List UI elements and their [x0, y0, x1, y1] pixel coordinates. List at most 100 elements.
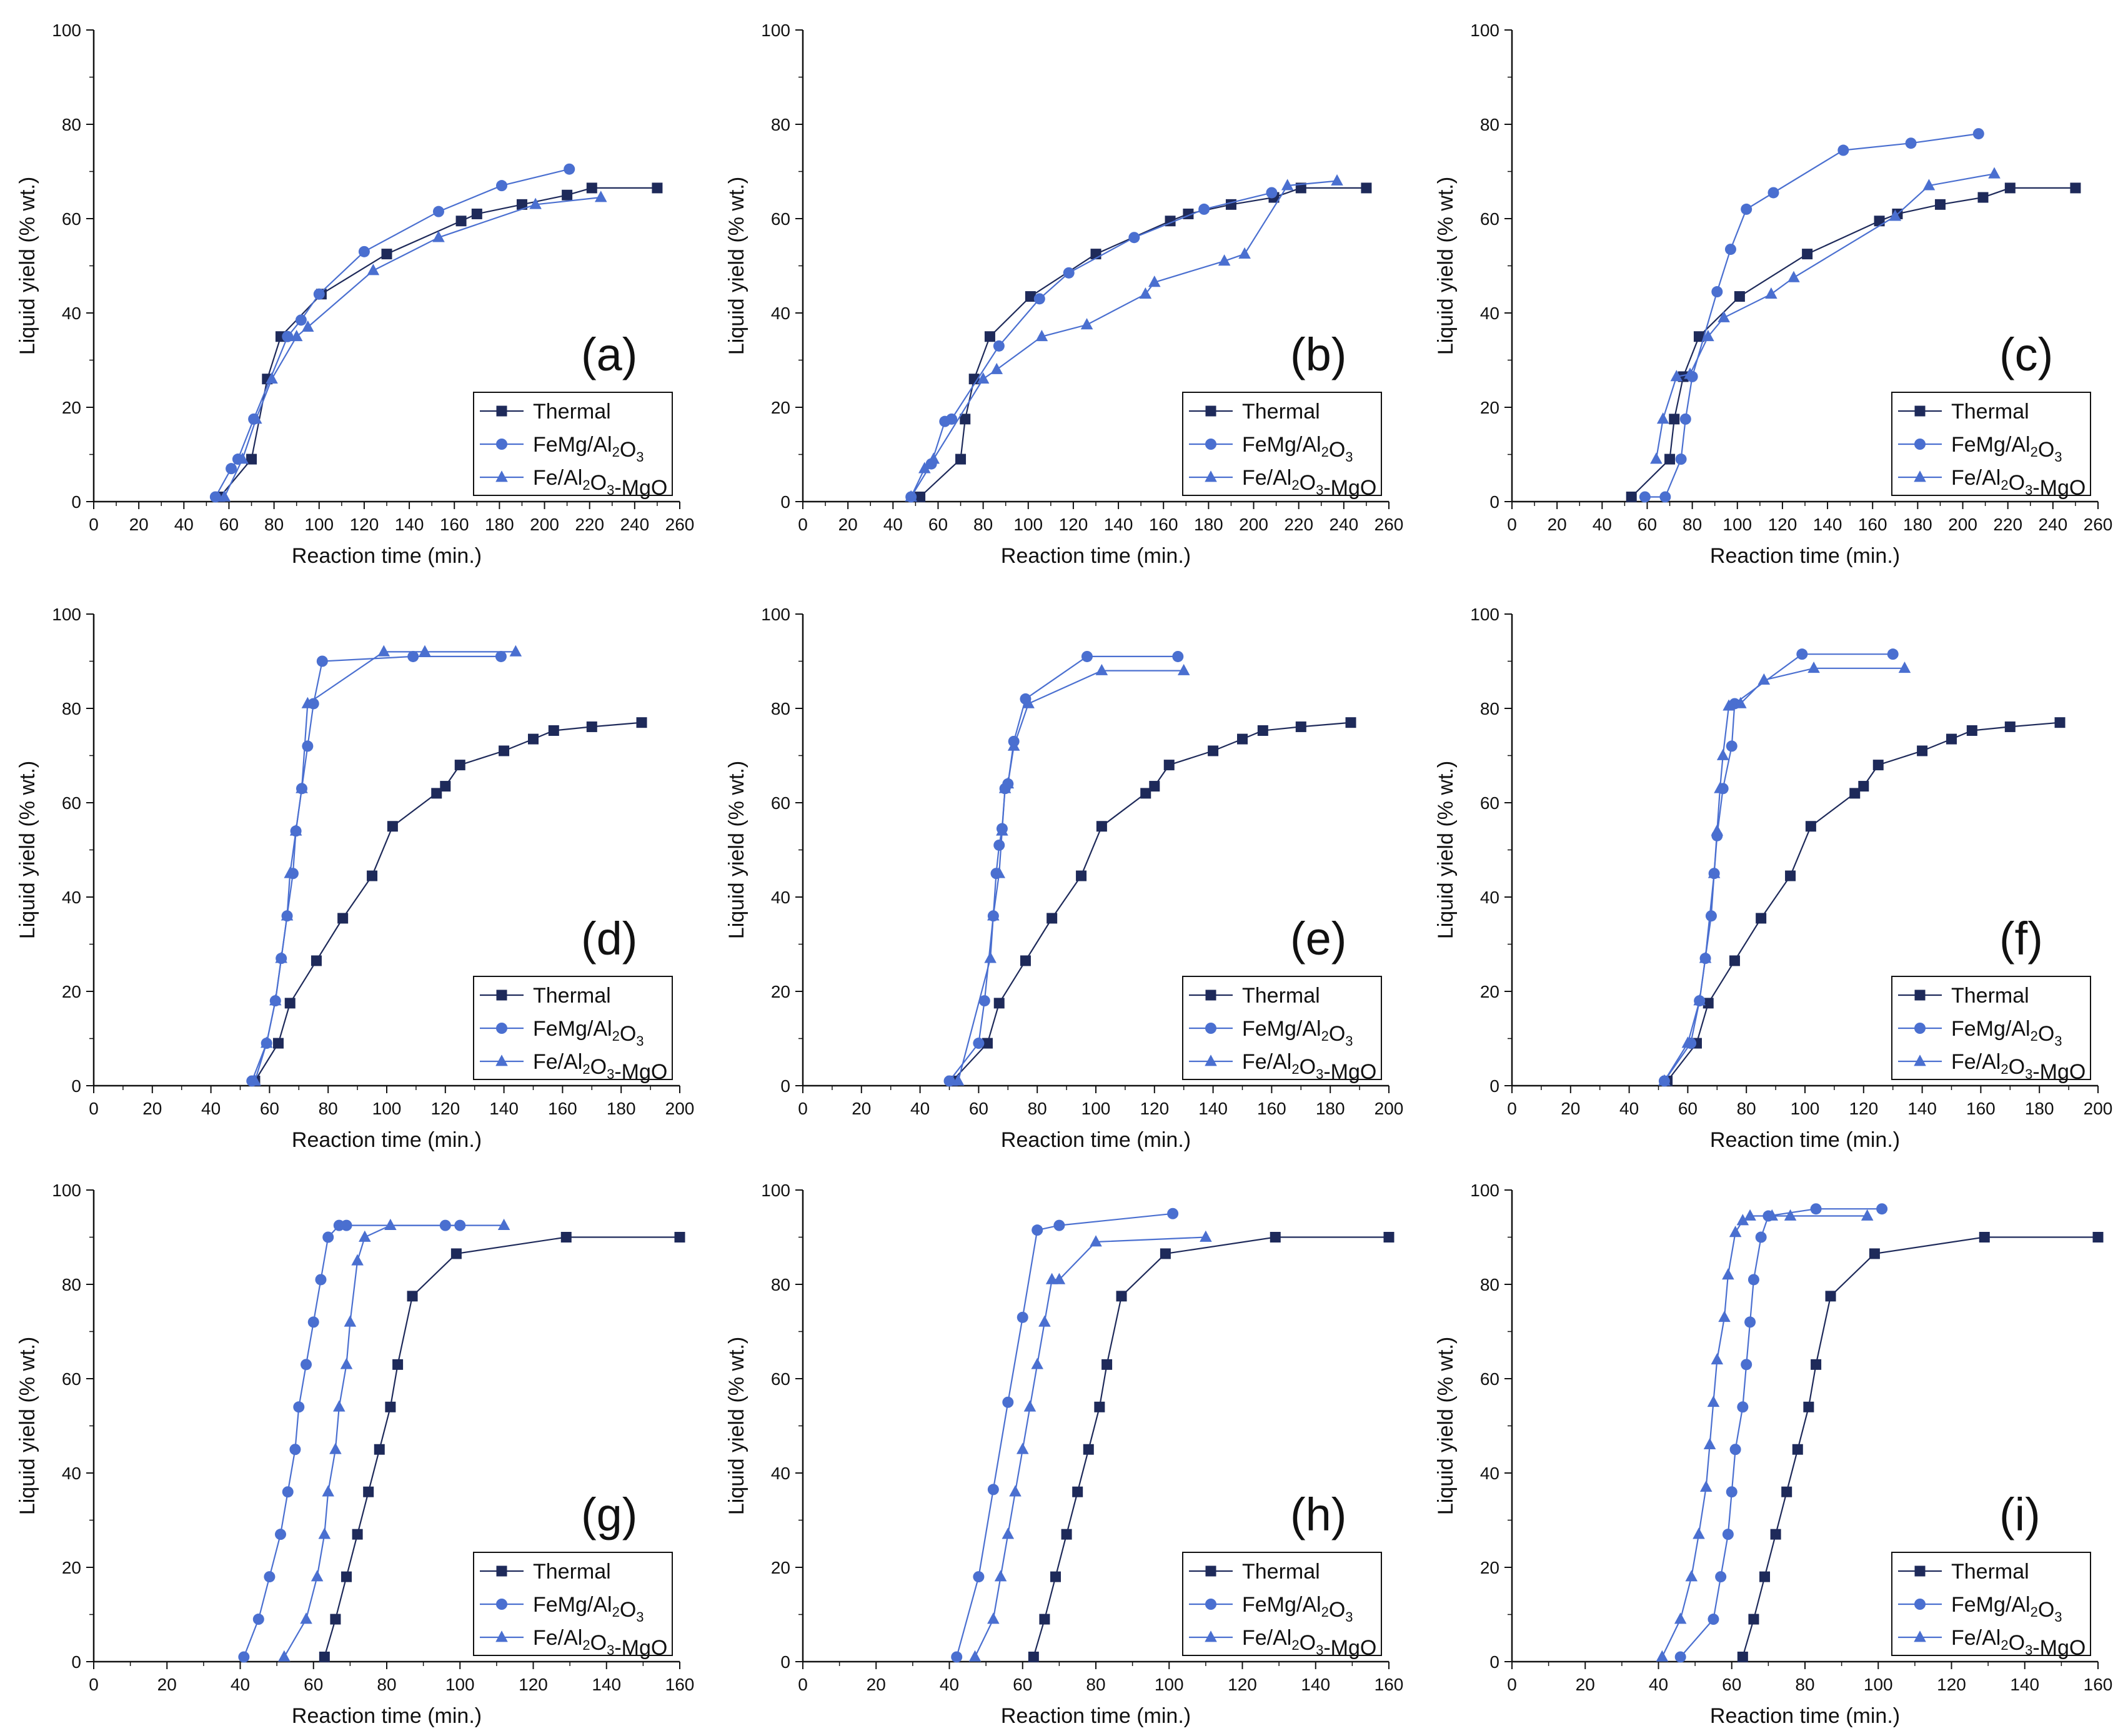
legend-marker — [495, 1630, 508, 1642]
x-tick-label: 0 — [89, 515, 99, 534]
series-line — [956, 1213, 1173, 1657]
data-point — [392, 1359, 404, 1370]
data-point — [1163, 760, 1175, 771]
data-point — [311, 955, 322, 966]
y-tick-label: 40 — [771, 304, 790, 323]
data-point — [1270, 1232, 1281, 1242]
x-tick-label: 40 — [231, 1675, 250, 1694]
x-tick-label: 20 — [157, 1675, 177, 1694]
x-tick-label: 60 — [260, 1099, 279, 1118]
data-point — [419, 645, 431, 657]
legend-label: Fe/Al2O3-MgO — [533, 1626, 667, 1660]
x-tick-label: 40 — [201, 1099, 221, 1118]
x-tick-label: 20 — [867, 1675, 886, 1694]
x-tick-label: 60 — [1013, 1675, 1032, 1694]
series-line — [1742, 1236, 2098, 1657]
data-point — [249, 1074, 261, 1086]
legend-label: Thermal — [1242, 1560, 1320, 1584]
x-tick-label: 160 — [2084, 1675, 2113, 1694]
x-axis-title: Reaction time (min.) — [292, 1128, 482, 1152]
y-tick-label: 80 — [62, 699, 81, 718]
data-point — [2070, 182, 2081, 194]
legend-label: FeMg/Al2O3 — [533, 433, 644, 465]
y-tick-label: 100 — [52, 605, 81, 624]
data-point — [307, 1316, 319, 1328]
data-point — [333, 1400, 346, 1412]
x-tick-label: 20 — [1576, 1675, 1595, 1694]
series-line — [1644, 133, 1979, 498]
legend-label: FeMg/Al2O3 — [533, 1593, 644, 1625]
y-axis-title: Liquid yield (% wt.) — [16, 177, 39, 355]
x-tick-label: 20 — [142, 1099, 162, 1118]
data-point — [322, 1231, 334, 1243]
x-tick-label: 60 — [219, 515, 239, 534]
data-point — [1685, 1570, 1698, 1582]
data-point — [269, 994, 282, 1006]
data-point — [1009, 1485, 1022, 1497]
y-tick-label: 20 — [771, 398, 790, 417]
legend-marker — [1914, 439, 1926, 450]
legend-marker — [1914, 470, 1926, 482]
data-point — [1128, 232, 1140, 244]
x-tick-label: 20 — [129, 515, 149, 534]
data-point — [1149, 781, 1160, 792]
data-point — [984, 951, 997, 963]
data-point — [377, 645, 390, 657]
data-point — [562, 189, 573, 201]
x-tick-label: 240 — [1329, 515, 1358, 534]
legend-marker — [496, 439, 507, 450]
chart-panel: 0 20 40 60 80 100 120 140 160 180 200 0 20 40 60 80 100 R… — [16, 605, 694, 1152]
data-point — [1658, 1074, 1671, 1086]
data-point — [1076, 870, 1087, 881]
data-point — [264, 1571, 276, 1583]
data-point — [1718, 1311, 1731, 1322]
x-tick-label: 260 — [1375, 515, 1404, 534]
x-tick-label: 120 — [519, 1675, 548, 1694]
data-point — [548, 725, 559, 736]
y-tick-label: 20 — [1480, 982, 1499, 1001]
data-point — [1755, 1231, 1767, 1243]
y-tick-label: 40 — [771, 888, 790, 907]
series-line — [283, 1224, 504, 1657]
data-point — [1148, 275, 1161, 287]
x-tick-label: 80 — [264, 515, 284, 534]
y-tick-label: 60 — [1480, 793, 1499, 813]
y-tick-label: 0 — [780, 1652, 790, 1672]
x-tick-label: 220 — [1284, 515, 1313, 534]
data-point — [1737, 1401, 1749, 1413]
y-tick-label: 60 — [62, 1369, 81, 1389]
legend-label: FeMg/Al2O3 — [1951, 1017, 2062, 1049]
data-point — [330, 1614, 341, 1625]
legend-label: FeMg/Al2O3 — [1242, 1593, 1353, 1625]
data-point — [1703, 998, 1714, 1009]
data-point — [471, 208, 482, 219]
data-point — [1022, 697, 1035, 708]
data-point — [1741, 203, 1753, 215]
data-point — [594, 191, 607, 202]
legend-marker — [495, 470, 508, 482]
legend-label: Fe/Al2O3-MgO — [1951, 466, 2086, 500]
y-tick-label: 20 — [62, 982, 81, 1001]
x-tick-label: 20 — [838, 515, 858, 534]
y-tick-label: 0 — [71, 1652, 81, 1672]
data-point — [1160, 1248, 1171, 1259]
x-tick-label: 100 — [372, 1099, 402, 1118]
data-point — [363, 1486, 374, 1497]
x-tick-label: 60 — [928, 515, 948, 534]
x-tick-label: 140 — [1813, 515, 1842, 534]
data-point — [1072, 1486, 1083, 1497]
chart-panel: 0 20 40 60 80 100 120 140 160 180 200 220 240 260 0 20 4… — [16, 21, 694, 568]
data-point — [1038, 1315, 1051, 1327]
chart-panel: 0 20 40 60 80 100 120 140 160 0 20 40 60 80 100 Reactio… — [725, 1181, 1403, 1728]
data-point — [1172, 650, 1184, 662]
data-point — [341, 1571, 352, 1582]
data-point — [1917, 745, 1928, 756]
data-point — [1737, 1651, 1748, 1662]
data-point — [1748, 1274, 1759, 1286]
data-point — [367, 264, 380, 275]
data-point — [1872, 760, 1884, 771]
data-point — [1281, 179, 1294, 191]
panel-label: (b) — [1290, 329, 1346, 380]
y-tick-label: 20 — [771, 1558, 790, 1577]
